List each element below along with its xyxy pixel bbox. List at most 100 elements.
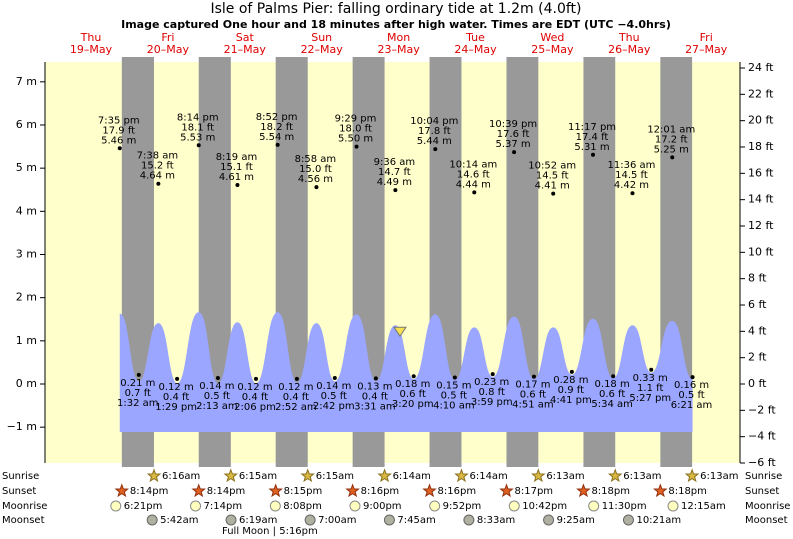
tide-label: 8:14 pm bbox=[177, 112, 219, 123]
chart-subtitle: Image captured One hour and 18 minutes a… bbox=[121, 18, 671, 31]
tide-label: 18.1 ft bbox=[181, 122, 214, 133]
tide-label: 7:38 am bbox=[137, 151, 179, 162]
tide-label: 11:36 am bbox=[608, 160, 656, 171]
tide-label: 5.37 m bbox=[495, 139, 530, 150]
tide-label: 17.8 ft bbox=[418, 126, 451, 137]
tide-point bbox=[117, 146, 122, 151]
moonrise-icon bbox=[508, 500, 520, 512]
full-moon-note: Full Moon | 5:16pm bbox=[222, 526, 318, 537]
weekday-label: Fri bbox=[161, 31, 174, 44]
event-time: 8:18pm bbox=[668, 486, 707, 497]
tide-point bbox=[531, 374, 536, 379]
y-tick-label: 6 m bbox=[16, 118, 37, 131]
tide-point bbox=[215, 375, 220, 380]
moonrise-icon bbox=[667, 500, 679, 512]
tide-label: 8:52 pm bbox=[256, 112, 298, 123]
event-time: 7:00am bbox=[318, 515, 356, 526]
tide-label: 15.0 ft bbox=[299, 164, 332, 175]
event-time: 8:18pm bbox=[591, 486, 630, 497]
tide-point bbox=[314, 185, 319, 190]
row-label: Moonset bbox=[2, 515, 45, 526]
event-time: 9:00pm bbox=[363, 501, 402, 512]
tide-label: 2:52 am bbox=[275, 402, 317, 413]
date-label: 23–May bbox=[377, 43, 420, 56]
tide-label: 14.5 ft bbox=[536, 171, 569, 182]
moonset-icon bbox=[383, 514, 395, 526]
tide-label: 15.1 ft bbox=[220, 162, 253, 173]
tide-label: 0.14 m bbox=[199, 381, 234, 392]
tide-label: 1:29 pm bbox=[155, 402, 197, 413]
tide-label: 4:41 pm bbox=[550, 395, 592, 406]
moonrise-icon bbox=[269, 500, 281, 512]
row-label: Sunset bbox=[745, 486, 779, 497]
event-time: 10:42pm bbox=[522, 501, 567, 512]
event-time: 8:15pm bbox=[284, 486, 323, 497]
tide-label: 8:58 am bbox=[295, 154, 337, 165]
moonrise-icon bbox=[429, 500, 441, 512]
tide-point bbox=[690, 375, 695, 380]
tide-label: 0.17 m bbox=[515, 380, 550, 391]
sunrise-icon bbox=[223, 468, 239, 483]
weekday-label: Wed bbox=[540, 31, 564, 44]
y2-tick-label: 18 ft bbox=[748, 140, 774, 153]
event-time: 6:14am bbox=[469, 471, 507, 482]
sunrise-icon bbox=[377, 468, 392, 483]
tide-label: 0.21 m bbox=[120, 378, 155, 389]
tide-label: 17.2 ft bbox=[655, 134, 688, 145]
row-label: Sunrise bbox=[745, 471, 782, 482]
event-time: 6:21pm bbox=[124, 501, 163, 512]
tide-label: 0.4 ft bbox=[163, 392, 189, 403]
tide-label: 14.7 ft bbox=[378, 167, 411, 178]
tide-point bbox=[156, 181, 161, 186]
sunset-icon bbox=[499, 483, 514, 498]
y2-tick-label: 2 ft bbox=[748, 351, 767, 364]
tide-label: 10:04 pm bbox=[410, 116, 458, 127]
tide-label: 17.4 ft bbox=[576, 132, 609, 143]
current-level bbox=[393, 326, 407, 338]
tide-label: 5:27 pm bbox=[629, 393, 671, 404]
y2-tick-label: 0 ft bbox=[748, 377, 767, 390]
tide-point bbox=[649, 367, 654, 372]
tide-label: 18.2 ft bbox=[260, 122, 293, 133]
y-tick-label: 1 m bbox=[16, 334, 37, 347]
tide-label: 2:13 am bbox=[196, 401, 238, 412]
sunrise-icon bbox=[300, 468, 315, 483]
moonrise-icon bbox=[110, 500, 122, 512]
y2-tick-label: 20 ft bbox=[748, 114, 774, 127]
tide-label: 5.53 m bbox=[180, 132, 215, 143]
tide-label: 0.5 ft bbox=[678, 390, 704, 401]
tide-point bbox=[136, 372, 141, 377]
tide-label: 0.5 ft bbox=[441, 391, 467, 402]
y2-tick-label: 22 ft bbox=[748, 87, 774, 100]
event-time: 7:45am bbox=[397, 515, 435, 526]
y2-tick-label: 12 ft bbox=[748, 219, 774, 232]
tide-label: 4.42 m bbox=[614, 180, 649, 191]
tide-label: 5.44 m bbox=[417, 136, 452, 147]
tide-label: 14.6 ft bbox=[457, 169, 490, 180]
tide-point bbox=[411, 374, 416, 379]
tide-curve bbox=[119, 312, 693, 385]
date-label: 27–May bbox=[685, 43, 728, 56]
weekday-label: Fri bbox=[700, 31, 713, 44]
event-time: 8:33am bbox=[477, 515, 515, 526]
sunset-icon bbox=[653, 483, 668, 498]
y-tick-label: 7 m bbox=[16, 75, 37, 88]
tide-label: 5.50 m bbox=[338, 134, 373, 145]
tide-label: 5.46 m bbox=[101, 135, 136, 146]
sunset-icon bbox=[268, 483, 283, 498]
event-time: 12:15am bbox=[681, 501, 726, 512]
tide-label: 1.1 ft bbox=[637, 383, 663, 394]
tide-point bbox=[196, 143, 201, 148]
event-time: 6:13am bbox=[546, 471, 584, 482]
tide-point bbox=[175, 376, 180, 381]
event-time: 6:14am bbox=[393, 471, 431, 482]
date-label: 19–May bbox=[70, 43, 113, 56]
tide-label: 0.6 ft bbox=[599, 389, 625, 400]
tide-label: 0.18 m bbox=[595, 379, 630, 390]
sunrise-icon bbox=[146, 468, 162, 483]
sunset-icon bbox=[576, 483, 591, 498]
y2-tick-label: −2 ft bbox=[748, 403, 776, 416]
tide-label: 10:39 pm bbox=[489, 119, 537, 130]
tide-label: 14.5 ft bbox=[615, 170, 648, 181]
